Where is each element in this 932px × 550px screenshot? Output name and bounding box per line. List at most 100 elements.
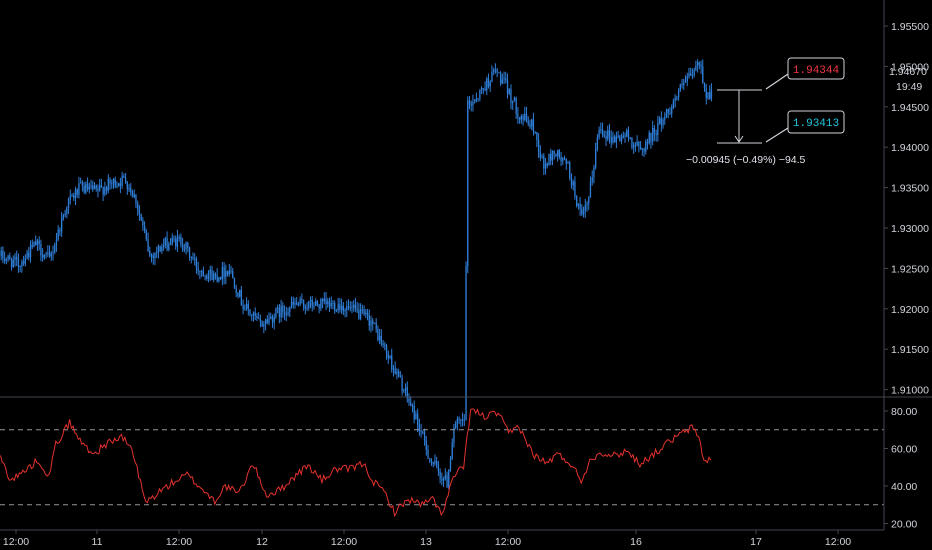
candle[interactable] — [137, 200, 139, 216]
candle[interactable] — [29, 240, 32, 263]
candle[interactable] — [691, 68, 694, 80]
candle[interactable] — [690, 67, 692, 76]
candle[interactable] — [275, 307, 277, 319]
candle[interactable] — [280, 299, 282, 323]
candle[interactable] — [181, 237, 184, 252]
candle[interactable] — [289, 306, 291, 318]
candle[interactable] — [178, 234, 180, 242]
candle[interactable] — [339, 297, 341, 313]
candle[interactable] — [252, 311, 255, 322]
candle[interactable] — [95, 184, 97, 192]
candle[interactable] — [581, 204, 583, 216]
candle[interactable] — [669, 107, 671, 116]
candle[interactable] — [370, 315, 372, 333]
candle[interactable] — [216, 268, 218, 283]
candle[interactable] — [22, 255, 25, 267]
candle[interactable] — [19, 265, 21, 273]
candle[interactable] — [323, 292, 325, 305]
candle[interactable] — [55, 232, 58, 252]
candle[interactable] — [242, 299, 244, 315]
candle[interactable] — [399, 371, 402, 378]
candle[interactable] — [35, 235, 37, 246]
candle[interactable] — [347, 299, 350, 311]
candle[interactable] — [671, 104, 673, 118]
candle[interactable] — [285, 306, 287, 322]
candle[interactable] — [703, 82, 706, 92]
candle[interactable] — [240, 285, 243, 306]
candle[interactable] — [657, 115, 659, 142]
candle[interactable] — [226, 270, 229, 277]
candle[interactable] — [702, 59, 704, 84]
candle[interactable] — [183, 243, 186, 253]
candle[interactable] — [636, 135, 638, 147]
candle[interactable] — [169, 238, 172, 246]
candle[interactable] — [135, 194, 137, 209]
candle[interactable] — [334, 300, 336, 314]
candle[interactable] — [342, 302, 345, 316]
candle[interactable] — [290, 296, 293, 309]
candle[interactable] — [520, 114, 523, 124]
candle[interactable] — [259, 314, 262, 328]
candle[interactable] — [31, 239, 33, 249]
candle[interactable] — [688, 67, 690, 79]
candle[interactable] — [503, 71, 505, 84]
candle[interactable] — [12, 255, 14, 269]
candle[interactable] — [394, 361, 396, 375]
candle[interactable] — [449, 456, 452, 472]
candle[interactable] — [455, 420, 457, 430]
candle[interactable] — [150, 253, 153, 263]
candle[interactable] — [277, 304, 279, 314]
candle[interactable] — [396, 368, 398, 380]
candle[interactable] — [624, 132, 626, 143]
candle[interactable] — [283, 305, 286, 321]
candle[interactable] — [299, 296, 301, 307]
candle[interactable] — [111, 179, 113, 189]
candle[interactable] — [562, 157, 564, 165]
candle[interactable] — [676, 95, 678, 101]
candle[interactable] — [709, 85, 711, 100]
candle[interactable] — [187, 241, 189, 253]
candle[interactable] — [358, 303, 360, 320]
candle[interactable] — [643, 147, 645, 158]
candle[interactable] — [536, 131, 538, 148]
candle[interactable] — [613, 134, 616, 143]
candle[interactable] — [683, 78, 685, 90]
candle[interactable] — [698, 61, 701, 70]
candle[interactable] — [480, 86, 483, 94]
candle[interactable] — [474, 98, 476, 104]
candle[interactable] — [598, 126, 600, 140]
candle[interactable] — [529, 119, 531, 129]
candle[interactable] — [235, 284, 237, 297]
candle[interactable] — [321, 297, 324, 309]
candle[interactable] — [335, 308, 338, 313]
candle[interactable] — [328, 297, 331, 312]
candle[interactable] — [156, 246, 158, 259]
candle[interactable] — [620, 133, 623, 145]
candle[interactable] — [577, 203, 580, 210]
candle[interactable] — [461, 412, 464, 427]
candle[interactable] — [175, 235, 177, 250]
candle[interactable] — [50, 250, 52, 261]
candle[interactable] — [518, 116, 521, 124]
candle[interactable] — [337, 297, 339, 314]
candle[interactable] — [563, 155, 566, 161]
candle[interactable] — [648, 130, 650, 145]
candle[interactable] — [486, 76, 488, 96]
candle[interactable] — [247, 300, 249, 316]
candle[interactable] — [102, 186, 104, 201]
candle[interactable] — [515, 96, 517, 119]
candle[interactable] — [143, 221, 146, 234]
candle[interactable] — [534, 131, 536, 135]
candle[interactable] — [499, 71, 502, 87]
candle[interactable] — [527, 116, 529, 127]
candle[interactable] — [315, 298, 317, 306]
candle[interactable] — [406, 381, 408, 403]
candle[interactable] — [415, 410, 417, 420]
candle[interactable] — [213, 270, 215, 283]
candle[interactable] — [40, 239, 42, 262]
callout-low[interactable]: 1.93413 — [765, 110, 845, 143]
candle[interactable] — [693, 67, 695, 78]
candle[interactable] — [582, 206, 585, 218]
candle[interactable] — [59, 227, 61, 236]
candle[interactable] — [185, 241, 187, 255]
